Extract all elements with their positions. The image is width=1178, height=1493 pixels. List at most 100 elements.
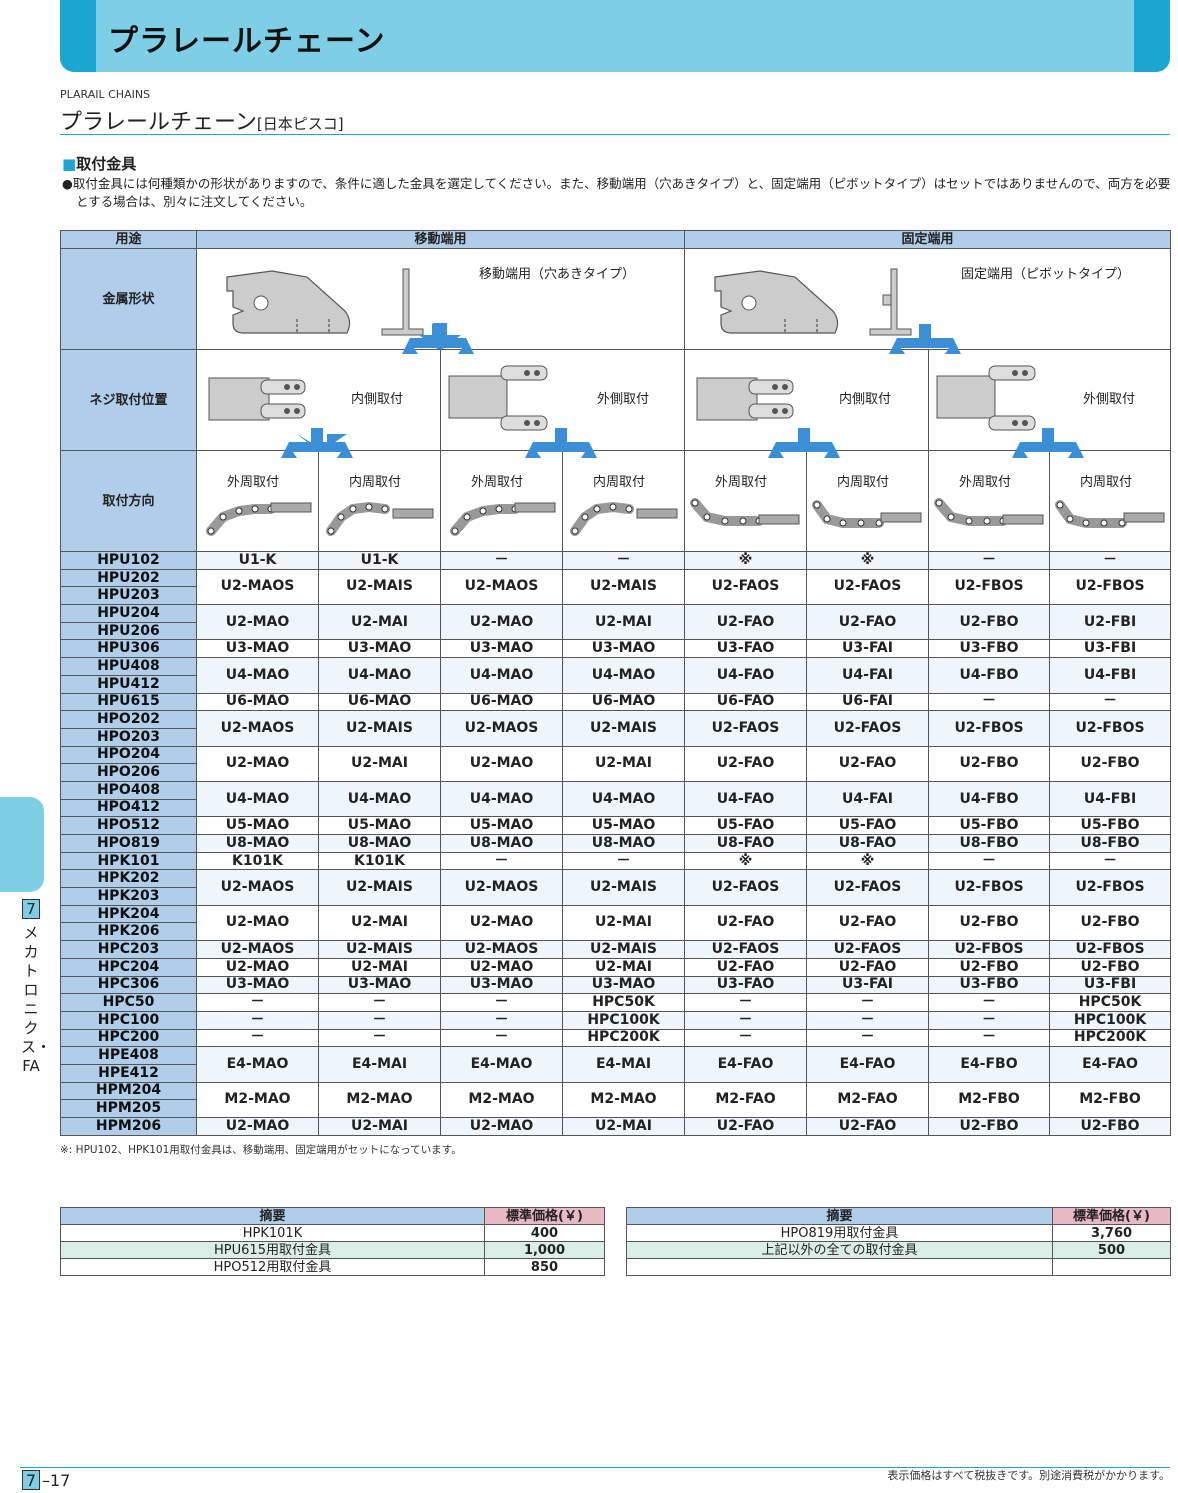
bracket-code-cell: M2-MAO [318,1081,441,1119]
bracket-code-cell: － [684,993,808,1012]
bracket-code-cell: U2-MAO [196,957,319,977]
direction-cell: 外周取付 [440,450,563,552]
model-cell: HPC204 [60,957,197,977]
inner-chain-icon [1055,500,1165,528]
bracket-code-cell: U3-MAO [318,639,441,659]
bracket-code-cell: U3-MAO [318,975,441,995]
outer-chain-icon [690,498,800,526]
bracket-code-cell: U8-FBO [1049,834,1172,853]
square-bullet-icon: ■ [62,155,77,173]
bracket-code-cell: U4-FAO [684,657,808,694]
bracket-code-cell: HPC50K [561,993,686,1012]
screw-label-3: 内側取付 [839,392,892,407]
price-desc: HPO819用取付金具 [626,1224,1053,1242]
direction-cell: 内周取付 [561,450,686,552]
bracket-code-cell: U5-FBO [928,816,1051,835]
model-cell: HPO202 [60,710,197,729]
screw-fixed-outer-cell: 外側取付 [928,349,1172,451]
subtitle-divider [60,134,1170,135]
bracket-code-cell: U4-MAO [196,657,319,694]
model-cell: HPM204 [60,1081,197,1101]
direction-label: 外周取付 [959,475,1012,490]
bracket-code-cell: U6-MAO [561,692,686,712]
direction-cell: 外周取付 [928,450,1051,552]
bracket-code-cell: － [440,1010,563,1030]
model-cell: HPU615 [60,692,197,712]
bracket-code-cell: U2-MAI [318,1117,441,1136]
model-cell: HPU206 [60,621,197,641]
model-cell: HPU202 [60,568,197,588]
model-cell: HPU204 [60,604,197,623]
bracket-code-cell: M2-FAO [806,1081,930,1119]
bracket-code-cell: － [196,1010,319,1030]
price-header-desc: 摘要 [626,1207,1053,1225]
bracket-code-cell: U2-FBO [1049,745,1172,782]
bracket-code-cell: U2-MAO [440,1117,563,1136]
bracket-code-cell: U2-FAO [806,745,930,782]
model-cell: HPC100 [60,1010,197,1030]
bracket-code-cell: － [196,1028,319,1048]
bracket-code-cell: － [928,1010,1051,1030]
banner-left-accent [60,0,96,72]
bracket-code-cell: U6-MAO [196,692,319,712]
screw-label-1: 内側取付 [351,392,404,407]
bracket-code-cell: U8-MAO [318,834,441,853]
bracket-code-cell: U2-MAOS [196,869,319,906]
bracket-code-cell: M2-FBO [928,1081,1051,1119]
bracket-code-cell: U2-FAO [806,904,930,942]
bracket-code-cell: U2-MAI [318,745,441,782]
bracket-code-cell: U2-MAOS [196,710,319,747]
bracket-code-cell: U3-MAO [440,639,563,659]
bracket-code-cell: － [806,1010,930,1030]
bracket-code-cell: U2-MAIS [561,568,686,606]
bracket-code-cell: U2-FBOS [1049,869,1172,906]
section-note: ●取付金具には何種類かの形状がありますので、条件に適した金具を選定してください。… [62,176,1171,209]
screw-fixed-outer-drawing [936,365,1036,431]
direction-label: 外周取付 [227,475,280,490]
bracket-code-cell: U2-MAOS [440,568,563,606]
bracket-code-cell: M2-MAO [561,1081,686,1119]
bracket-code-cell: U8-FAO [806,834,930,853]
bracket-code-cell: U2-MAI [318,957,441,977]
price-value [1052,1258,1171,1276]
bracket-code-cell: U2-FBO [1049,1117,1172,1136]
bracket-code-cell: U2-MAO [196,904,319,942]
price-table-2: 摘要 標準価格(￥) HPO819用取付金具 3,760 上記以外の全ての取付金具 5… [626,1207,1171,1276]
footer-note: 表示価格はすべて税抜きです。別途消費税がかかります。 [887,1469,1170,1482]
bracket-code-cell: U4-MAO [196,780,319,818]
footnote: ※: HPU102、HPK101用取付金具は、移動端用、固定端用がセットになって… [60,1144,462,1156]
bracket-code-cell: － [440,1028,563,1048]
price-header-desc: 摘要 [60,1207,485,1225]
model-cell: HPU102 [60,551,197,570]
bracket-code-cell: U3-MAO [561,639,686,659]
bracket-code-cell: U3-MAO [561,975,686,995]
bracket-code-cell: E4-FBO [928,1046,1051,1083]
price-desc [626,1258,1053,1276]
bracket-code-cell: － [928,993,1051,1012]
bracket-code-cell: U2-MAO [440,604,563,641]
bracket-code-cell: U8-MAO [440,834,563,853]
row-label-shape: 金属形状 [60,248,197,350]
model-cell: HPC200 [60,1028,197,1048]
bracket-code-cell: U8-FBO [928,834,1051,853]
bracket-code-cell: U2-MAI [561,957,686,977]
bracket-code-cell: U2-FAO [684,904,808,942]
bracket-code-cell: U2-MAO [196,604,319,641]
model-cell: HPU203 [60,586,197,606]
bracket-code-cell: M2-FBO [1049,1081,1172,1119]
bracket-code-cell: E4-MAI [561,1046,686,1083]
model-cell: HPK202 [60,869,197,889]
price-value: 3,760 [1052,1224,1171,1242]
bracket-code-cell: U6-MAO [440,692,563,712]
bracket-code-cell: U2-FBO [928,904,1051,942]
bracket-code-cell: HPC100K [1049,1010,1172,1030]
bracket-code-cell: U3-FAO [684,975,808,995]
bracket-code-cell: U2-MAIS [561,869,686,906]
bracket-code-cell: M2-FAO [684,1081,808,1119]
model-cell: HPO512 [60,816,197,835]
direction-cell: 内周取付 [806,450,930,552]
bracket-code-cell: U2-FBOS [928,568,1051,606]
screw-inner-drawing [208,377,347,450]
bracket-code-cell: － [1049,551,1172,570]
bracket-code-cell: U2-FBO [1049,904,1172,942]
